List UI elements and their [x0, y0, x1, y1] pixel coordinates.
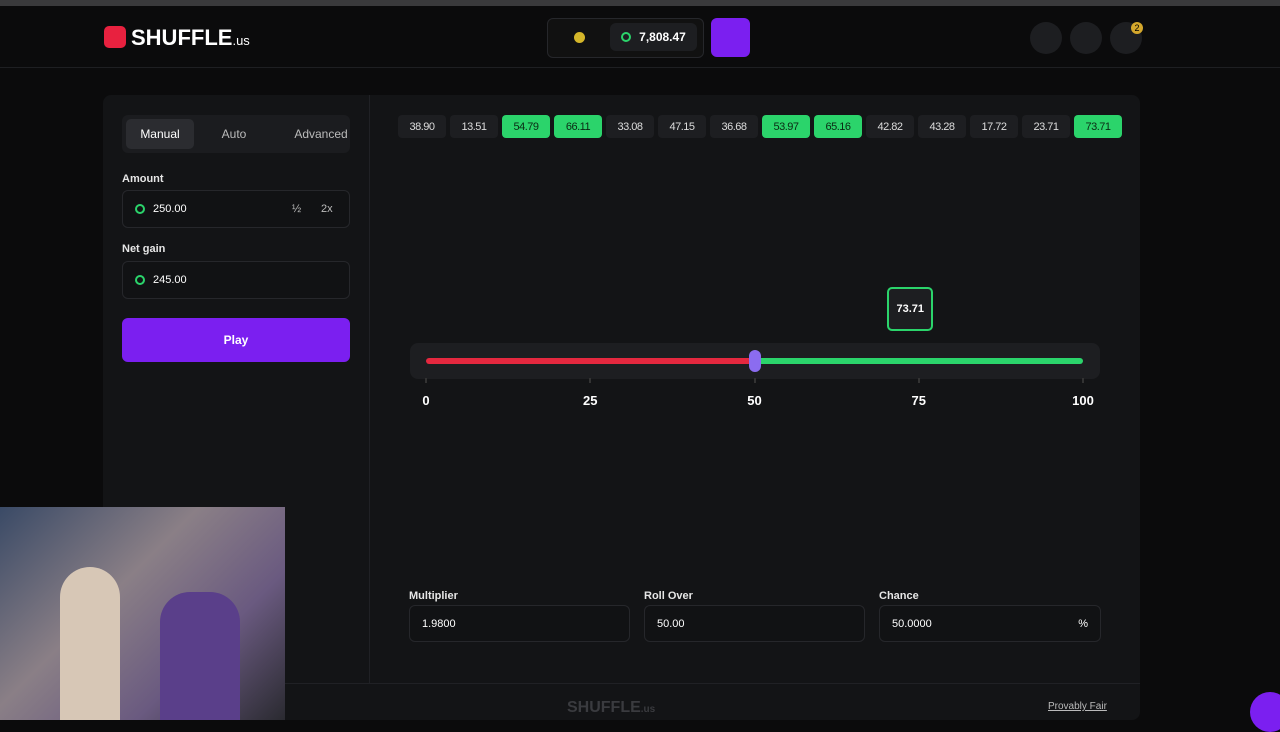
person	[160, 592, 240, 720]
history-chip: 23.71	[1022, 115, 1070, 138]
chance: 50.0000	[892, 617, 932, 630]
history-chip: 47.15	[658, 115, 706, 138]
wallet-button[interactable]	[711, 18, 750, 57]
tick-label: 50	[747, 393, 762, 408]
history-chip: 42.82	[866, 115, 914, 138]
multiplier-input[interactable]: 1.9800	[409, 605, 630, 642]
person	[60, 567, 120, 720]
history-chip: 17.72	[970, 115, 1018, 138]
net-gain: 245.00	[153, 274, 187, 286]
header-border	[0, 67, 1280, 68]
history-chip: 33.08	[606, 115, 654, 138]
track-lose	[426, 358, 755, 364]
roll-over-label: Roll Over	[644, 590, 693, 602]
tick-label: 0	[422, 393, 430, 408]
tick-mark	[589, 378, 592, 383]
history-chip: 73.71	[1074, 115, 1122, 138]
logo-suffix: .us	[232, 33, 250, 48]
tick-label: 25	[583, 393, 598, 408]
net-gain-input[interactable]: 245.00	[122, 261, 350, 299]
tick-mark	[425, 378, 427, 383]
top-strip	[0, 0, 1280, 6]
sidebar-border	[369, 95, 370, 683]
webcam-overlay	[0, 507, 285, 720]
roll-over-input[interactable]: 50.00	[644, 605, 865, 642]
history-chip: 54.79	[502, 115, 550, 138]
amount: 250.00	[153, 203, 187, 215]
coin-gold[interactable]	[574, 32, 585, 43]
chat-button[interactable]	[1070, 22, 1102, 54]
roll-over: 50.00	[657, 617, 685, 630]
chance-unit: %	[1078, 617, 1088, 630]
amount-label: Amount	[122, 173, 164, 185]
history-chip: 38.90	[398, 115, 446, 138]
multiplier: 1.9800	[422, 617, 456, 630]
notification-badge: 2	[1131, 22, 1143, 34]
tab[interactable]: Auto	[221, 127, 247, 141]
footer-border	[103, 683, 1140, 684]
half-button[interactable]: ½	[292, 203, 302, 215]
support-button[interactable]	[1250, 692, 1280, 732]
double-button[interactable]: 2x	[321, 203, 333, 215]
logo-icon	[104, 26, 126, 48]
history-chip: 66.11	[554, 115, 602, 138]
tick-label: 100	[1072, 393, 1094, 408]
track-win	[754, 358, 1083, 364]
vip-button[interactable]	[1030, 22, 1062, 54]
balance-text: 7,808.47	[639, 30, 686, 44]
history-chip: 13.51	[450, 115, 498, 138]
footer-logo-suffix: .us	[640, 704, 656, 715]
footer-logo-text: SHUFFLE	[567, 699, 641, 716]
chance-label: Chance	[879, 590, 919, 602]
logo-text: SHUFFLE	[131, 25, 233, 50]
history-chip: 65.16	[814, 115, 862, 138]
history-chip: 43.28	[918, 115, 966, 138]
result-marker: 73.71	[887, 287, 934, 331]
tick-mark	[1082, 378, 1084, 383]
tick-label: 75	[911, 393, 926, 408]
balance[interactable]: 7,808.47	[610, 23, 697, 51]
amount-input[interactable]: 250.00	[122, 190, 350, 228]
tick-mark	[753, 378, 756, 383]
slider-handle[interactable]	[748, 350, 761, 372]
logo[interactable]: SHUFFLE.us	[131, 25, 250, 51]
net-gain-label: Net gain	[122, 243, 166, 255]
play-button[interactable]: Play	[122, 318, 350, 362]
history-chip: 53.97	[762, 115, 810, 138]
multiplier-label: Multiplier	[409, 590, 458, 602]
history-chip: 36.68	[710, 115, 758, 138]
tab[interactable]: Manual	[126, 119, 194, 149]
provably-fair[interactable]: Provably Fair	[1048, 701, 1107, 712]
tab[interactable]: Advanced	[294, 127, 348, 141]
footer-logo: SHUFFLE.us	[567, 699, 655, 717]
chance-input[interactable]: 50.0000%	[879, 605, 1101, 642]
tick-mark	[917, 378, 920, 383]
